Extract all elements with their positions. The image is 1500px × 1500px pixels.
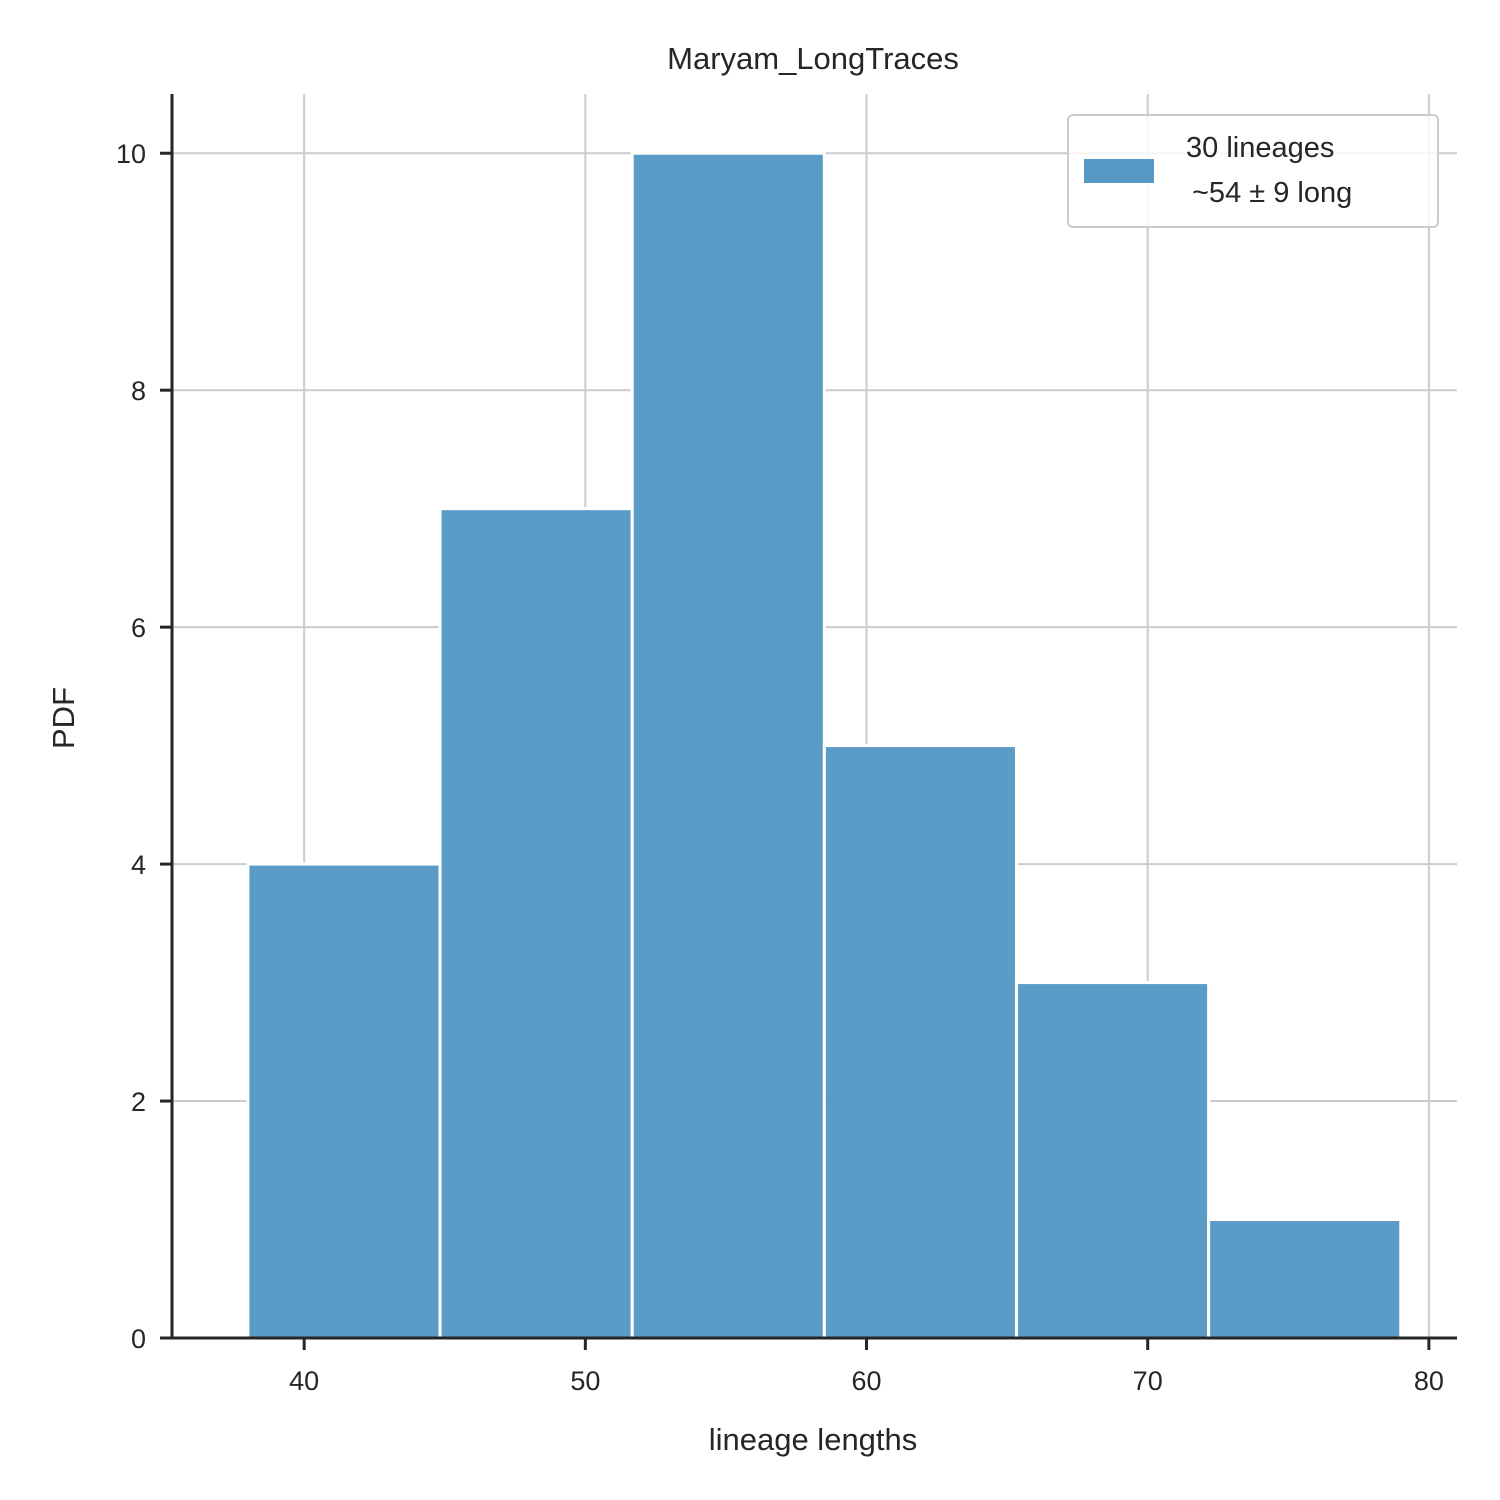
chart-title: Maryam_LongTraces bbox=[667, 41, 959, 76]
y-axis-label: PDF bbox=[46, 687, 81, 749]
y-tick-label: 8 bbox=[131, 376, 146, 406]
histogram-bar bbox=[1014, 981, 1211, 1340]
legend-frame bbox=[1067, 114, 1439, 228]
x-tick-label: 60 bbox=[851, 1366, 881, 1396]
x-tick-label: 80 bbox=[1414, 1366, 1444, 1396]
x-tick-label: 50 bbox=[570, 1366, 600, 1396]
x-axis-label: lineage lengths bbox=[709, 1422, 918, 1457]
y-tick-label: 2 bbox=[131, 1087, 146, 1117]
y-tick-label: 10 bbox=[116, 139, 146, 169]
axes bbox=[160, 94, 1457, 1350]
y-tick-label: 4 bbox=[131, 850, 146, 880]
tick-labels: 40 50 60 70 80 0 2 4 6 8 10 bbox=[116, 139, 1444, 1396]
legend: 30 lineages ~54 ± 9 long bbox=[1067, 114, 1439, 228]
legend-swatch bbox=[1084, 159, 1154, 183]
histogram-bar bbox=[822, 744, 1018, 1340]
histogram-bars bbox=[246, 151, 1403, 1340]
histogram-bar bbox=[1207, 1218, 1403, 1340]
y-tick-label: 0 bbox=[131, 1324, 146, 1354]
histogram-bar bbox=[630, 151, 826, 1340]
histogram-bar bbox=[246, 862, 442, 1340]
x-tick-label: 70 bbox=[1133, 1366, 1163, 1396]
legend-label-line1: 30 lineages bbox=[1186, 132, 1334, 164]
x-tick-label: 40 bbox=[289, 1366, 319, 1396]
legend-label-line2: ~54 ± 9 long bbox=[1192, 177, 1352, 209]
y-tick-label: 6 bbox=[131, 613, 146, 643]
histogram-bar bbox=[438, 507, 634, 1340]
